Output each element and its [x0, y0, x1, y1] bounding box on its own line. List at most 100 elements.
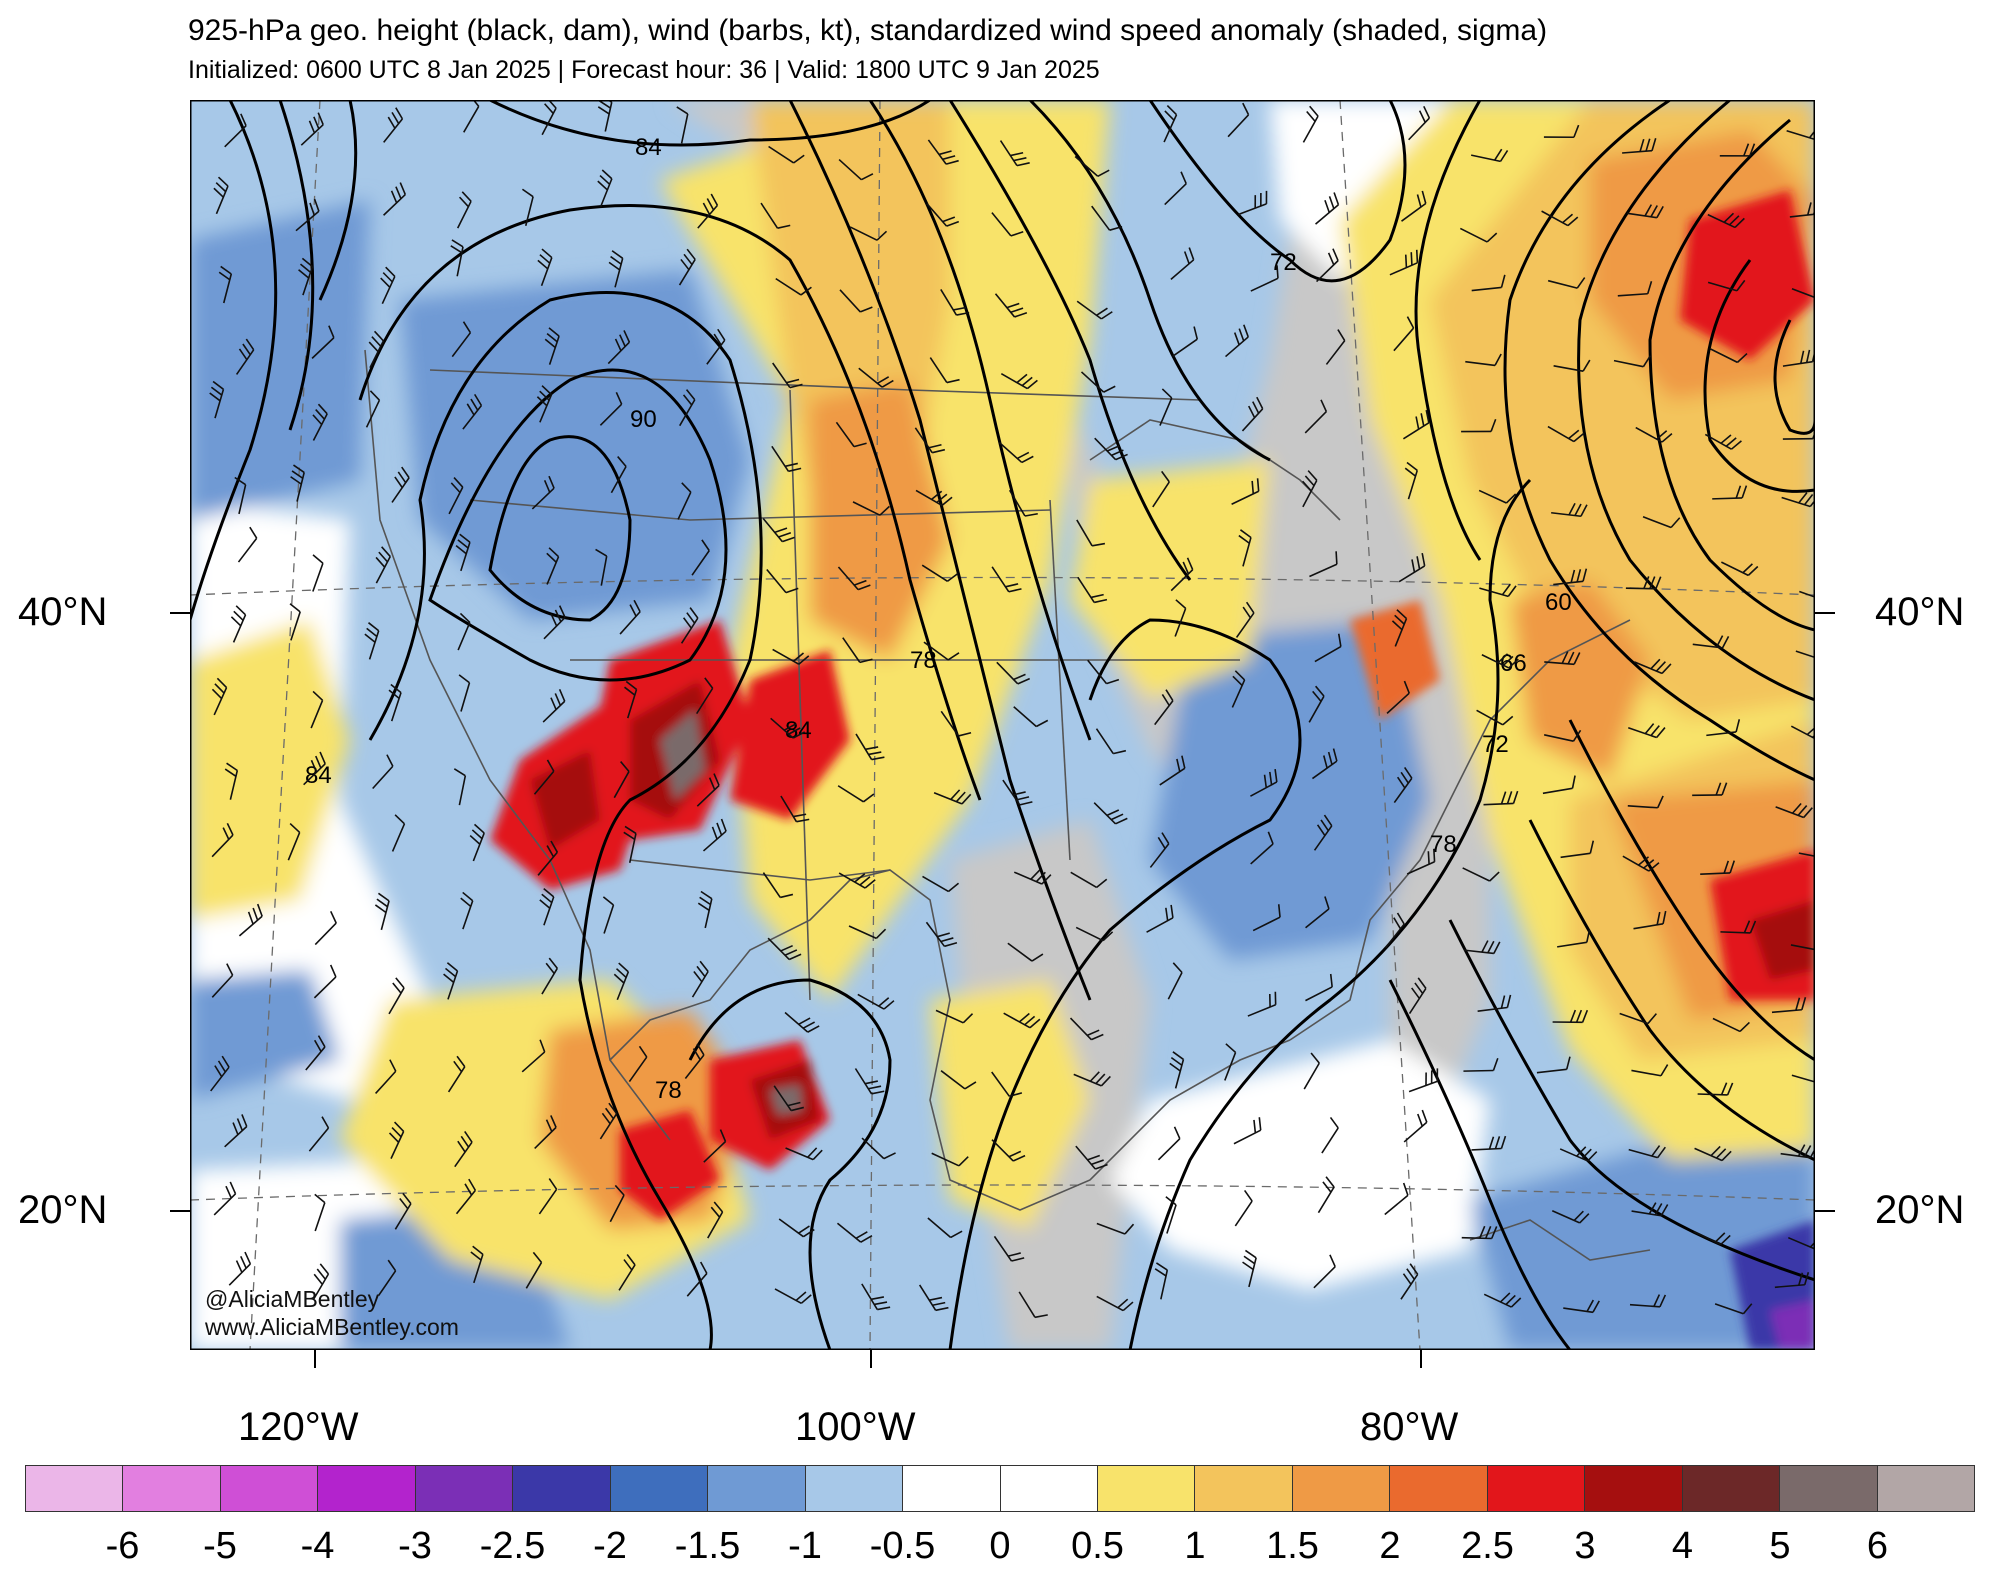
wind-barb [838, 872, 876, 889]
wind-barb [469, 823, 485, 862]
wind-barb [1314, 633, 1342, 663]
lat-label-20n-left: 20°N [18, 1188, 108, 1232]
wind-barb [1625, 576, 1662, 590]
wind-barb [1313, 814, 1333, 851]
wind-barb [678, 248, 696, 286]
wind-barb [1791, 288, 1815, 299]
wind-barb [298, 257, 314, 296]
wind-barb [1700, 860, 1736, 875]
wind-barb [691, 539, 710, 576]
wind-barb [1547, 277, 1586, 289]
wind-barb [450, 239, 464, 277]
wind-barb [609, 1184, 625, 1223]
wind-barb [1315, 192, 1340, 225]
wind-barb [228, 1251, 252, 1286]
wind-barb [684, 1043, 705, 1080]
wind-barb [861, 1137, 896, 1160]
wind-barb [521, 1039, 546, 1073]
wind-barb [914, 427, 946, 454]
wind-barb [1477, 994, 1512, 1012]
wind-barb [1719, 143, 1756, 157]
wind-barb [312, 554, 324, 592]
wind-barb [695, 677, 714, 715]
wind-barb [1799, 590, 1815, 598]
wind-barb [1241, 396, 1264, 432]
wind-barb [1096, 1295, 1134, 1312]
wind-barb [1250, 265, 1279, 292]
wind-barb [211, 677, 228, 716]
wind-barb [230, 605, 247, 643]
wind-barb [537, 840, 559, 876]
wind-barb [839, 289, 873, 313]
colorbar-swatch [1292, 1466, 1391, 1511]
wind-barb [314, 910, 337, 946]
lon-label-80w: 80°W [1360, 1405, 1459, 1449]
wind-barb [768, 145, 805, 164]
wind-barb [455, 1178, 477, 1215]
wind-barb [1628, 723, 1666, 739]
wind-barb [780, 795, 810, 823]
wind-barb [1170, 557, 1194, 592]
colorbar-swatch [123, 1466, 221, 1511]
wind-barb [1172, 326, 1199, 357]
wind-barb [1224, 1043, 1237, 1081]
wind-barb [470, 1245, 484, 1284]
wind-barb [1697, 1082, 1734, 1096]
wind-barb [697, 890, 713, 929]
wind-barb [1069, 1017, 1104, 1041]
wind-barb [447, 1055, 466, 1093]
wind-barb [1073, 1071, 1111, 1087]
wind-barb [1459, 227, 1498, 243]
wind-barb [1325, 329, 1346, 365]
wind-barb [607, 330, 631, 365]
wind-barb [774, 1288, 812, 1305]
colorbar-swatch [1877, 1466, 1975, 1511]
wind-barb [1384, 1182, 1409, 1216]
colorbar-label: 6 [1866, 1525, 1889, 1567]
wind-barb [1543, 729, 1582, 742]
wind-barb [394, 1192, 412, 1230]
wind-barb [1013, 706, 1049, 728]
colorbar-swatch [1000, 1466, 1098, 1511]
colorbar-label: 0.5 [1071, 1525, 1124, 1567]
wind-barb [940, 710, 972, 737]
wind-barb [785, 1147, 823, 1161]
wind-barb [383, 182, 407, 216]
wind-barb [1008, 489, 1038, 517]
wind-barb [1159, 388, 1173, 426]
wind-barb [1408, 1068, 1439, 1093]
wind-barb [287, 822, 301, 861]
wind-barb [940, 1070, 977, 1090]
wind-barb [1627, 795, 1664, 809]
wind-barb [537, 248, 553, 287]
wind-barb [1000, 372, 1038, 390]
wind-barb [1146, 904, 1174, 933]
wind-barb [462, 393, 483, 430]
wind-barb [925, 921, 958, 948]
colorbar-label: -2 [593, 1525, 627, 1567]
wind-barb [1149, 832, 1170, 868]
wind-barb [388, 1121, 405, 1159]
wind-barb [1170, 247, 1195, 280]
wind-barb [1076, 519, 1106, 547]
wind-barb [1552, 1009, 1589, 1024]
wind-barb [538, 1178, 558, 1215]
wind-barb [1074, 155, 1110, 177]
wind-barb [1463, 1057, 1499, 1072]
wind-barb [1007, 942, 1044, 962]
wind-barb [531, 475, 555, 510]
wind-barb [1303, 1052, 1320, 1090]
wind-barb [314, 1193, 326, 1232]
wind-barb [1242, 1249, 1257, 1288]
wind-barb [623, 825, 637, 863]
credit-website: www.AliciaMBentley.com [205, 1314, 459, 1340]
wind-barb [696, 773, 720, 807]
wind-barb [762, 517, 795, 543]
wind-barb [1404, 461, 1419, 500]
wind-barb [1163, 104, 1178, 143]
wind-barb [1169, 1051, 1185, 1089]
wind-barb [940, 289, 970, 316]
wind-barb [935, 1009, 974, 1024]
wind-barb [619, 599, 641, 635]
wind-barb [1560, 840, 1595, 859]
